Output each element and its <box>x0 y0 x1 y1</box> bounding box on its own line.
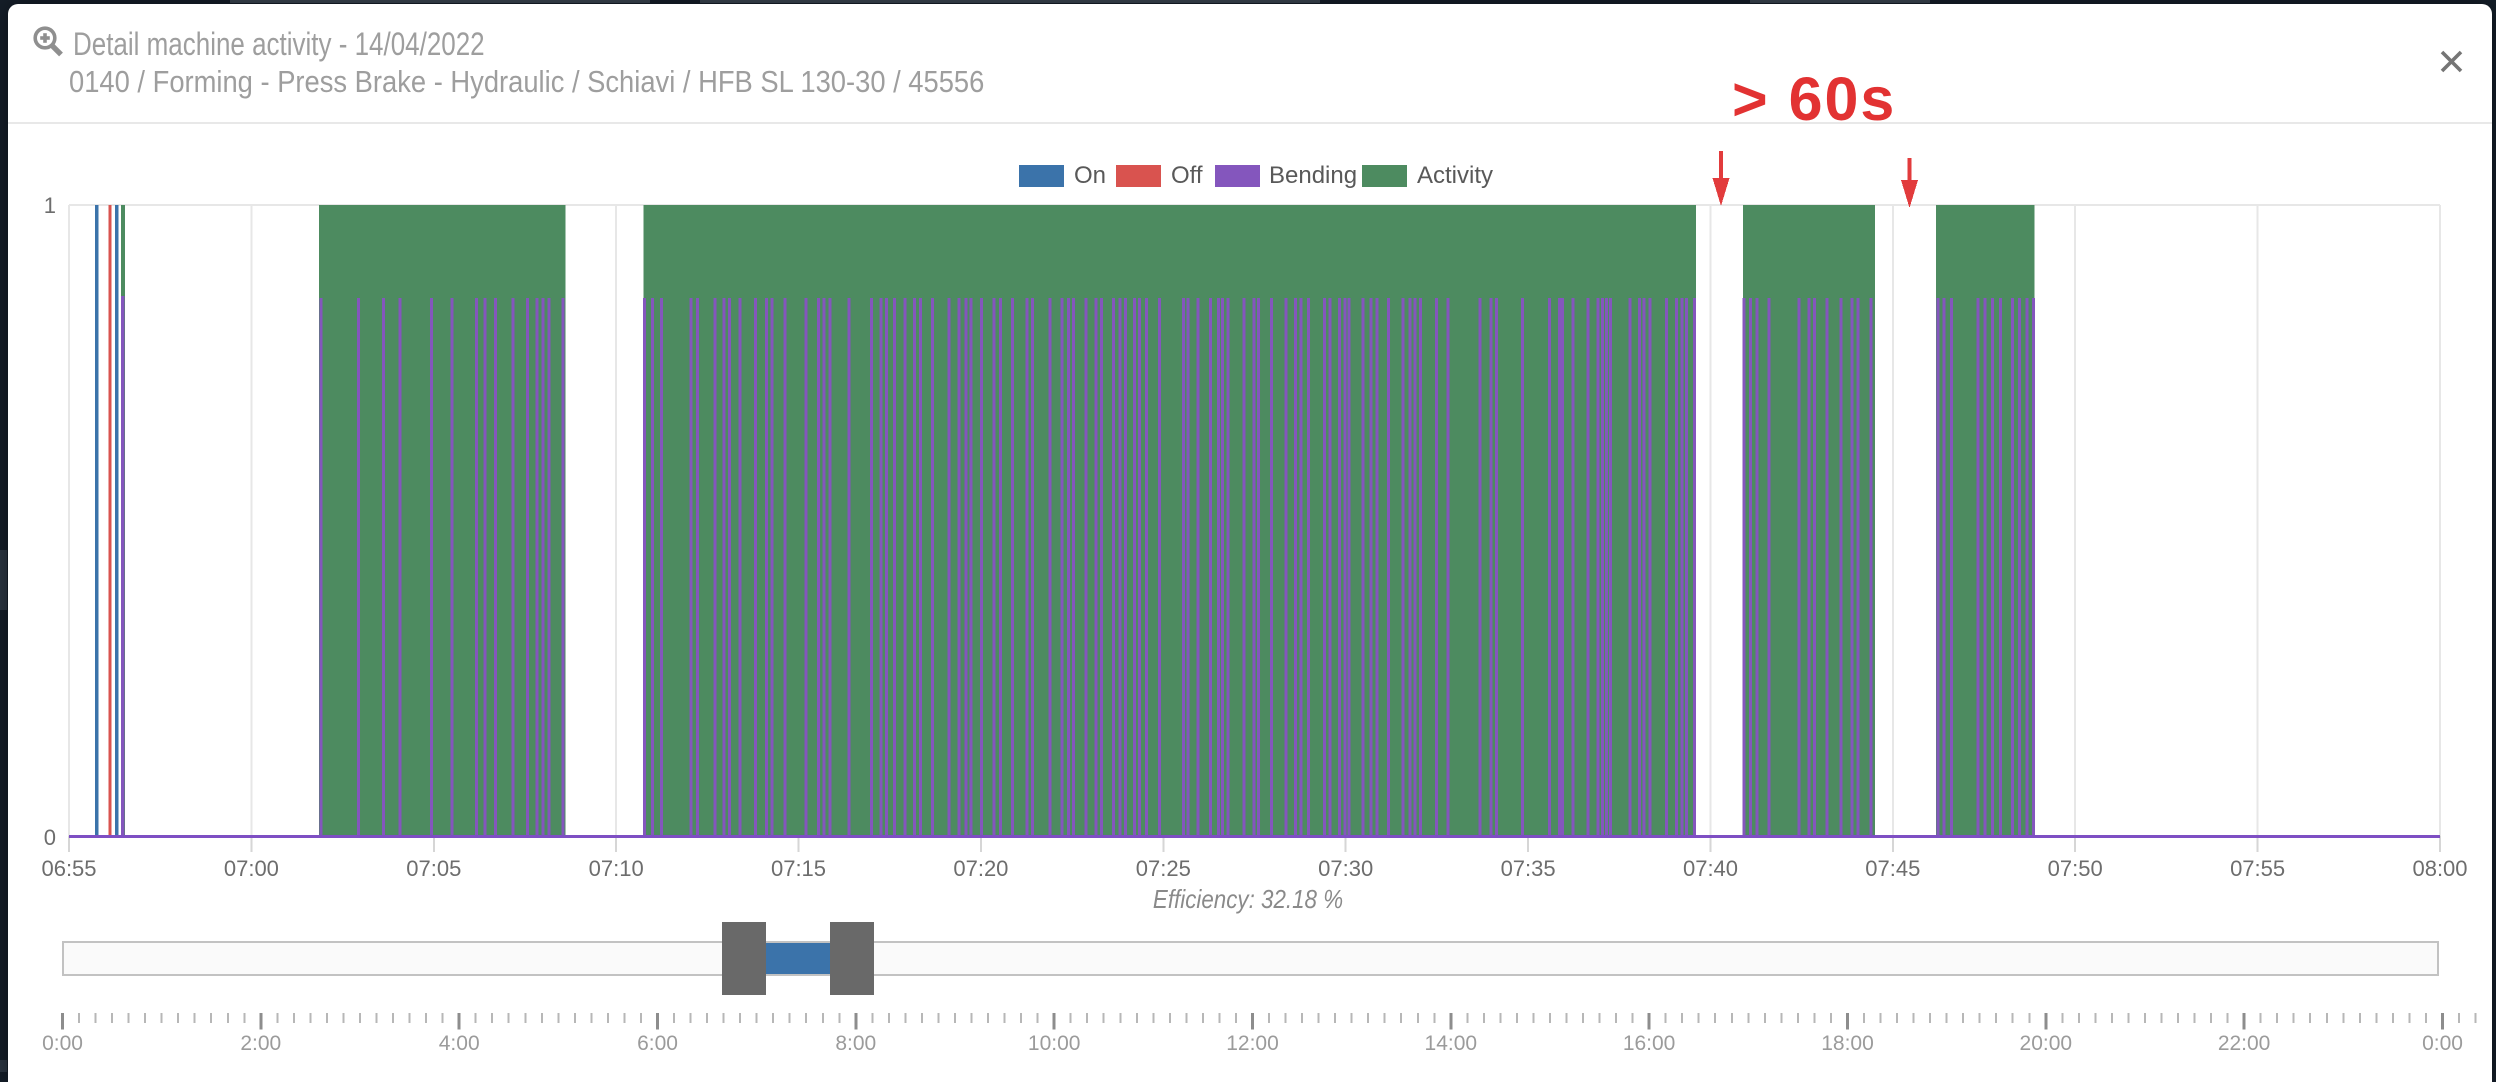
svg-text:14:00: 14:00 <box>1425 1032 1478 1055</box>
svg-text:08:00: 08:00 <box>2412 856 2467 881</box>
svg-text:0: 0 <box>44 825 56 850</box>
svg-text:07:45: 07:45 <box>1865 856 1920 881</box>
svg-text:16:00: 16:00 <box>1623 1032 1676 1055</box>
svg-text:1: 1 <box>44 193 56 218</box>
svg-text:0:00: 0:00 <box>42 1032 83 1055</box>
svg-text:07:50: 07:50 <box>2048 856 2103 881</box>
svg-text:6:00: 6:00 <box>637 1032 678 1055</box>
svg-text:07:25: 07:25 <box>1136 856 1191 881</box>
svg-text:07:35: 07:35 <box>1501 856 1556 881</box>
svg-text:18:00: 18:00 <box>1821 1032 1874 1055</box>
svg-text:07:10: 07:10 <box>589 856 644 881</box>
svg-text:12:00: 12:00 <box>1226 1032 1279 1055</box>
svg-text:10:00: 10:00 <box>1028 1032 1081 1055</box>
svg-text:8:00: 8:00 <box>835 1032 876 1055</box>
svg-text:07:55: 07:55 <box>2230 856 2285 881</box>
svg-text:20:00: 20:00 <box>2020 1032 2073 1055</box>
svg-text:07:20: 07:20 <box>953 856 1008 881</box>
svg-text:07:15: 07:15 <box>771 856 826 881</box>
svg-text:2:00: 2:00 <box>240 1032 281 1055</box>
svg-text:4:00: 4:00 <box>439 1032 480 1055</box>
svg-text:22:00: 22:00 <box>2218 1032 2271 1055</box>
svg-text:07:40: 07:40 <box>1683 856 1738 881</box>
svg-text:07:05: 07:05 <box>406 856 461 881</box>
svg-text:07:30: 07:30 <box>1318 856 1373 881</box>
svg-text:07:00: 07:00 <box>224 856 279 881</box>
svg-text:0:00: 0:00 <box>2422 1032 2463 1055</box>
svg-text:06:55: 06:55 <box>41 856 96 881</box>
